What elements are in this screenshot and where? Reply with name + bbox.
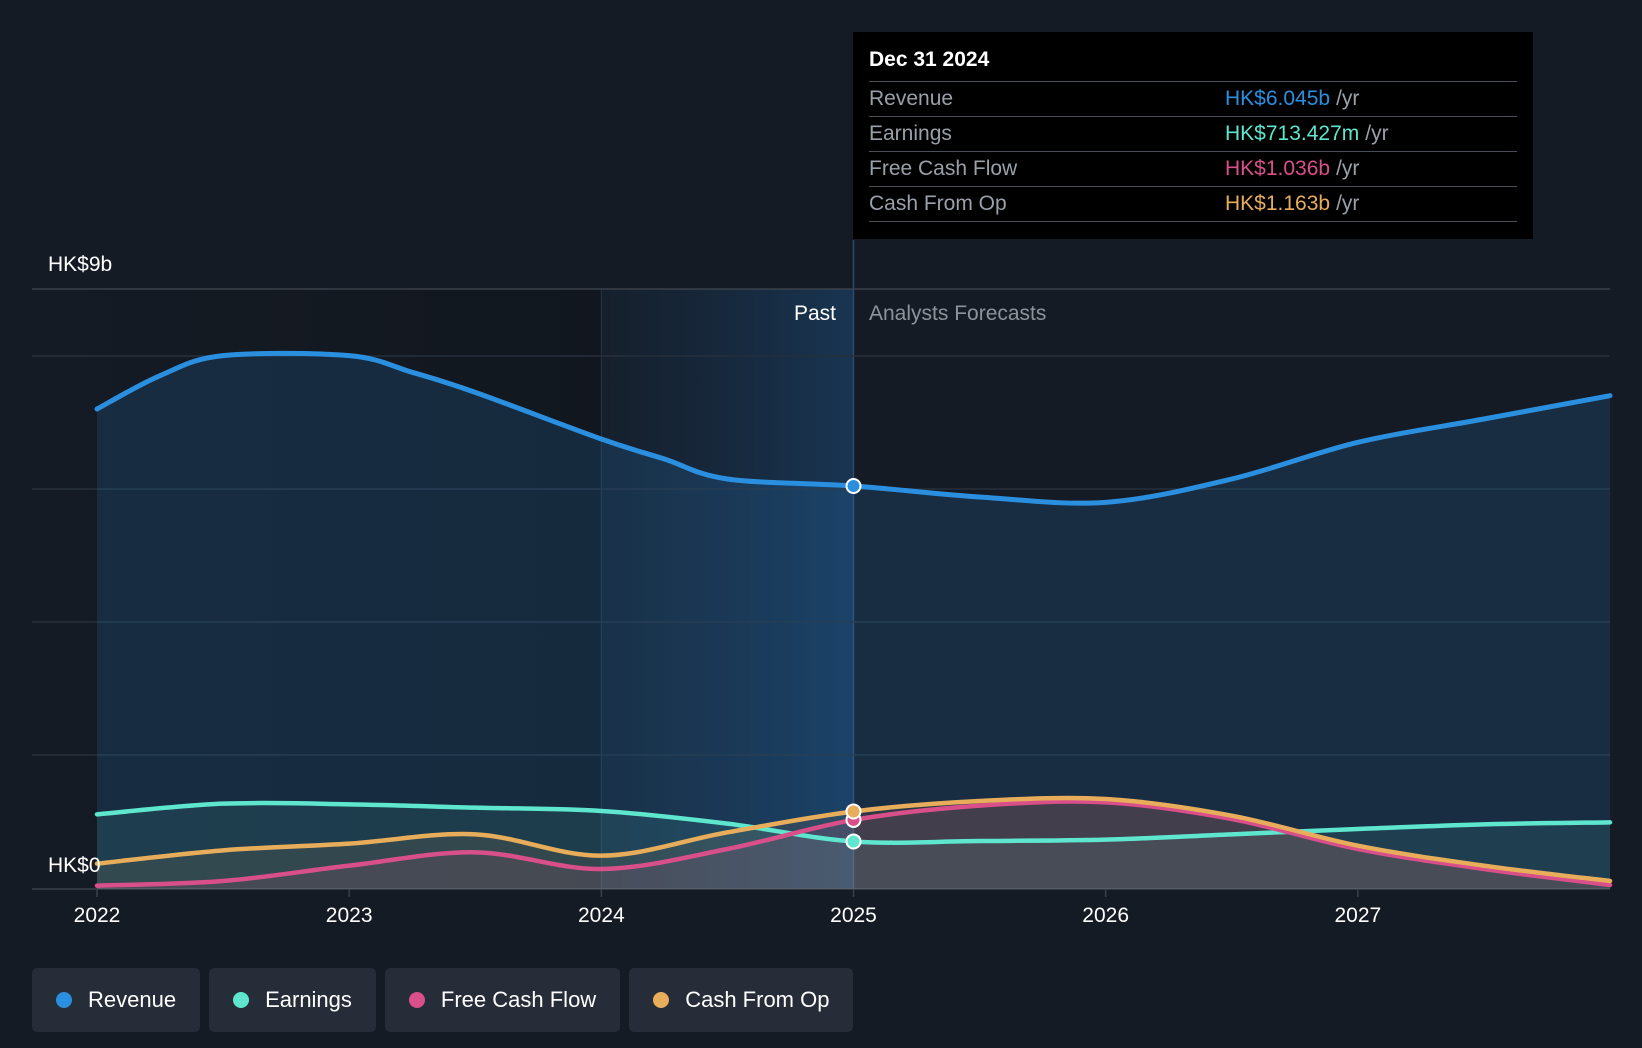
tooltip-date: Dec 31 2024 [869,48,990,71]
legend-label: Revenue [88,987,177,1012]
legend-dot-icon [233,992,250,1008]
legend-dot-icon [56,992,72,1008]
marker-earnings [845,833,862,850]
past-shade [32,289,602,889]
x-tick-label: 2023 [326,904,373,927]
tooltip-row-earnings: Earnings HK$713.427m /yr [869,116,1517,151]
tooltip-label: Free Cash Flow [869,157,1018,180]
area-revenue [97,353,1610,890]
legend-label: Earnings [265,987,352,1012]
tooltip-unit: /yr [1336,87,1360,110]
y-axis-top-label: HK$9b [48,253,112,276]
legend-dot-icon [408,992,425,1008]
legend-item-earnings[interactable]: Earnings [209,968,376,1032]
x-tick-label: 2022 [74,904,121,927]
tooltip-value: HK$6.045b [1225,87,1331,110]
tooltip-unit: /yr [1336,192,1360,215]
x-tick-label: 2026 [1082,904,1129,927]
tooltip: Dec 31 2024 Revenue HK$6.045b /yr Earnin… [853,32,1533,239]
tooltip-row-cash-from-op: Cash From Op HK$1.163b /yr [869,186,1517,222]
tooltip-value: HK$1.163b [1225,192,1331,215]
y-axis-bottom-label: HK$0 [48,854,101,877]
tooltip-value: HK$1.036b [1225,157,1331,180]
tooltip-unit: /yr [1365,122,1389,145]
tooltip-label: Revenue [869,87,954,110]
x-tick-label: 2024 [578,904,625,927]
legend-item-cash-from-op[interactable]: Cash From Op [629,968,854,1032]
marker-revenue [845,478,862,494]
tooltip-label: Cash From Op [869,192,1007,215]
series-line-revenue [94,350,1613,506]
legend-dot-icon [653,992,670,1008]
legend-item-free-cash-flow[interactable]: Free Cash Flow [384,968,621,1032]
tooltip-value: HK$713.427m [1225,122,1360,145]
tooltip-row-revenue: Revenue HK$6.045b /yr [869,81,1517,116]
legend-label: Cash From Op [685,987,830,1012]
tooltip-label: Earnings [869,122,952,145]
past-label: Past [794,302,836,325]
legend-label: Free Cash Flow [440,987,597,1012]
x-tick-label: 2027 [1334,904,1381,927]
legend-item-revenue[interactable]: Revenue [32,968,201,1032]
legend: Revenue Earnings Free Cash Flow Cash Fro… [32,968,854,1032]
tooltip-row-free-cash-flow: Free Cash Flow HK$1.036b /yr [869,151,1517,186]
forecast-label: Analysts Forecasts [869,302,1046,325]
x-tick-label: 2025 [830,904,877,927]
marker-cash-from-op [845,803,862,820]
past-highlight [601,289,854,889]
tooltip-unit: /yr [1336,157,1360,180]
